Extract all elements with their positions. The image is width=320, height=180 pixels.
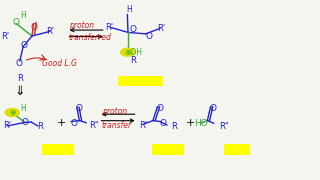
Text: O: O	[70, 119, 77, 128]
Text: R': R'	[46, 27, 54, 36]
Text: R": R"	[89, 121, 99, 130]
FancyBboxPatch shape	[42, 144, 74, 155]
Text: R': R'	[106, 23, 114, 32]
Text: transfer: transfer	[102, 122, 132, 130]
Text: +: +	[57, 118, 66, 128]
Text: R: R	[131, 56, 136, 65]
Text: O: O	[75, 103, 82, 112]
Text: R': R'	[2, 31, 10, 40]
Text: O: O	[15, 59, 22, 68]
Text: Good L.G: Good L.G	[42, 58, 76, 68]
FancyBboxPatch shape	[152, 144, 184, 155]
Text: O: O	[159, 119, 166, 128]
Text: ⇓: ⇓	[14, 85, 25, 98]
Text: O: O	[130, 25, 137, 34]
Text: ⊕: ⊕	[10, 108, 16, 117]
Text: R: R	[37, 122, 43, 131]
Text: O: O	[22, 118, 29, 127]
Text: R': R'	[3, 122, 11, 130]
Circle shape	[5, 109, 19, 116]
Text: H: H	[20, 103, 26, 112]
Circle shape	[121, 48, 135, 56]
Text: H: H	[20, 11, 26, 20]
Text: HO: HO	[195, 119, 208, 128]
Text: transferred: transferred	[69, 33, 112, 42]
Text: R: R	[18, 74, 23, 83]
Text: proton: proton	[102, 107, 127, 116]
Text: proton: proton	[69, 21, 94, 30]
Text: R: R	[171, 122, 177, 131]
Text: R": R"	[219, 122, 229, 131]
Text: O: O	[30, 23, 37, 32]
Text: O: O	[157, 103, 164, 112]
Text: +: +	[186, 118, 195, 128]
FancyBboxPatch shape	[224, 144, 250, 155]
Text: H: H	[126, 5, 132, 14]
FancyBboxPatch shape	[118, 76, 163, 86]
Text: R': R'	[157, 24, 165, 33]
Text: O: O	[21, 41, 28, 50]
Text: O: O	[146, 31, 153, 40]
Text: R': R'	[139, 122, 147, 130]
Text: O: O	[210, 103, 217, 112]
Text: ⊕OH: ⊕OH	[124, 48, 142, 57]
Text: O: O	[13, 18, 20, 27]
